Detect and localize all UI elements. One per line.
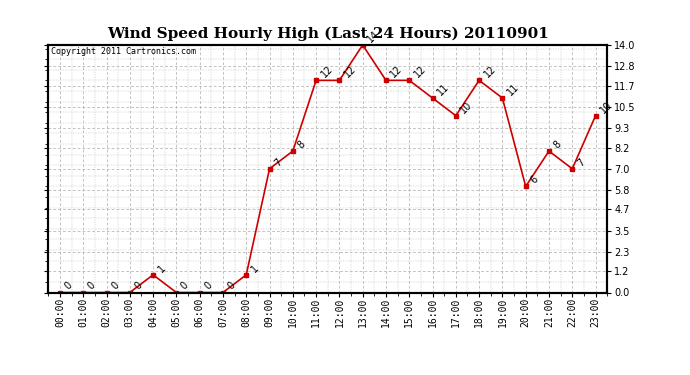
- Text: 7: 7: [273, 156, 284, 168]
- Text: 12: 12: [412, 64, 428, 80]
- Text: 14: 14: [366, 28, 381, 44]
- Text: 7: 7: [575, 156, 586, 168]
- Text: 6: 6: [529, 174, 540, 186]
- Text: 12: 12: [388, 64, 404, 80]
- Text: 0: 0: [109, 280, 121, 292]
- Text: 0: 0: [226, 280, 237, 292]
- Text: 0: 0: [86, 280, 97, 292]
- Text: Copyright 2011 Cartronics.com: Copyright 2011 Cartronics.com: [51, 48, 196, 57]
- Title: Wind Speed Hourly High (Last 24 Hours) 20110901: Wind Speed Hourly High (Last 24 Hours) 2…: [107, 27, 549, 41]
- Text: 12: 12: [319, 64, 335, 80]
- Text: 0: 0: [132, 280, 144, 292]
- Text: 8: 8: [295, 139, 307, 150]
- Text: 1: 1: [156, 262, 167, 274]
- Text: 12: 12: [482, 64, 497, 80]
- Text: 0: 0: [63, 280, 74, 292]
- Text: 10: 10: [598, 99, 614, 115]
- Text: 0: 0: [179, 280, 190, 292]
- Text: 10: 10: [459, 99, 474, 115]
- Text: 11: 11: [435, 81, 451, 97]
- Text: 0: 0: [202, 280, 214, 292]
- Text: 1: 1: [249, 262, 260, 274]
- Text: 8: 8: [552, 139, 563, 150]
- Text: 11: 11: [505, 81, 521, 97]
- Text: 12: 12: [342, 64, 358, 80]
